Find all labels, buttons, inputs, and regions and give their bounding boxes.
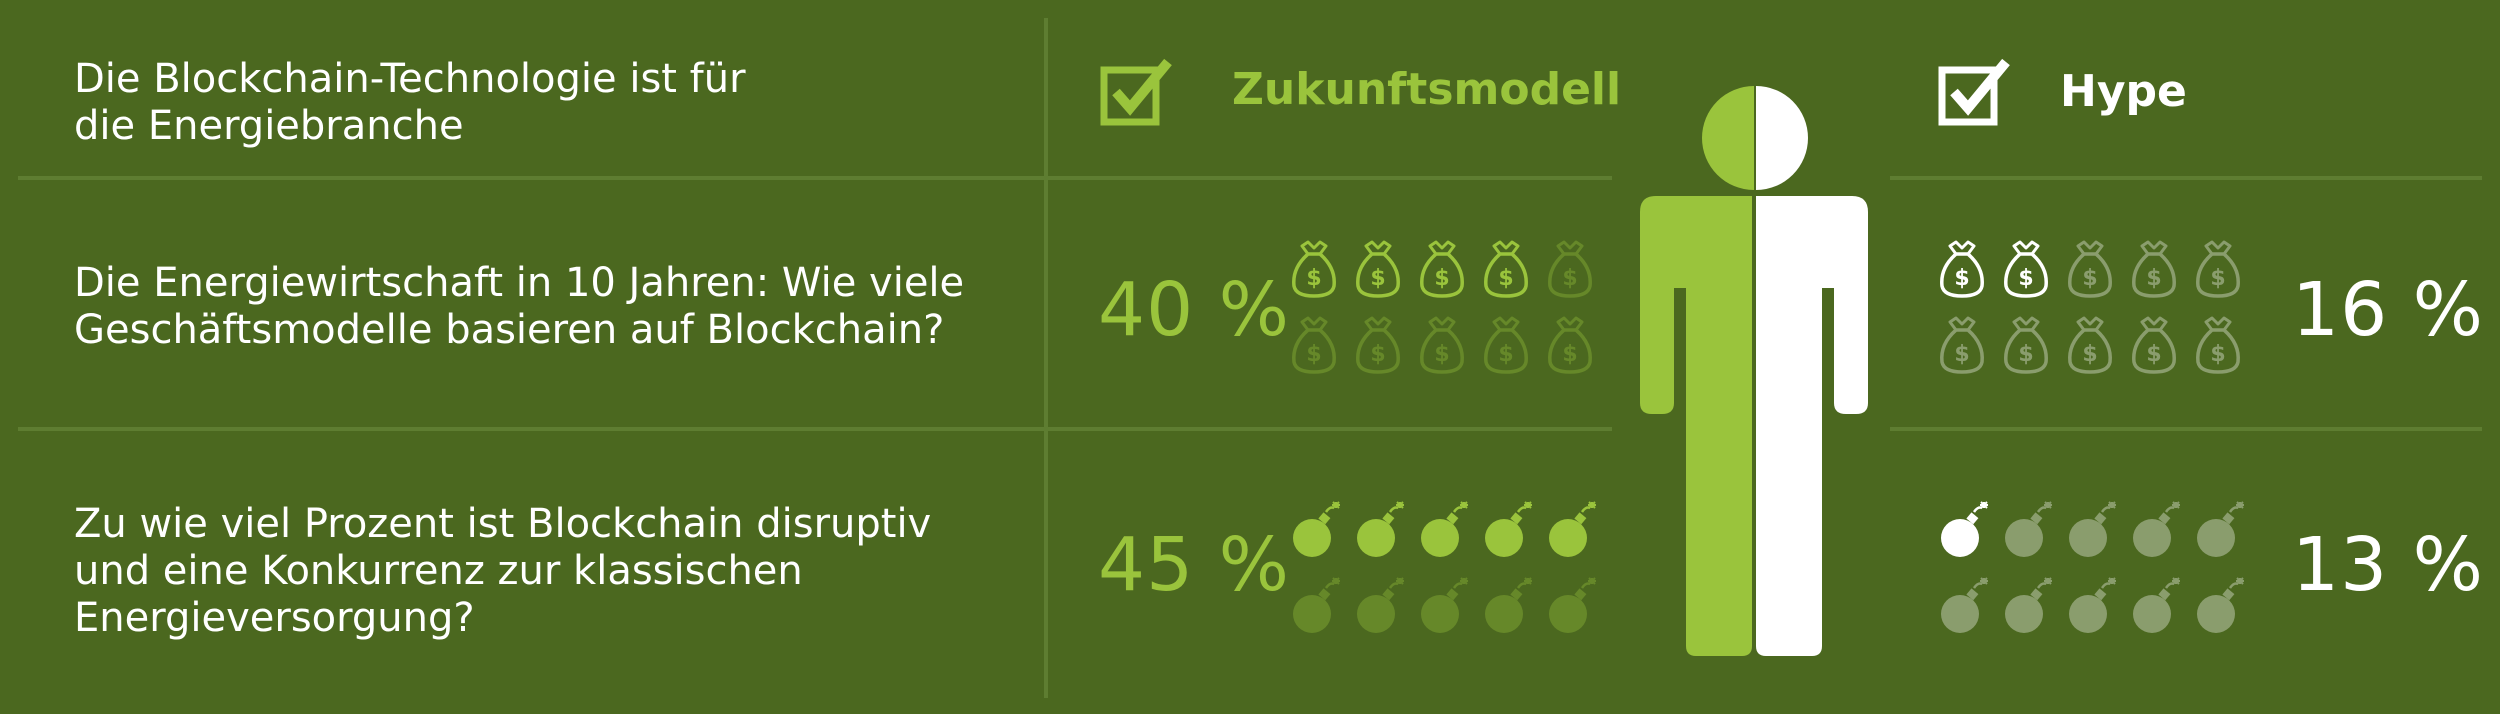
- svg-text:$: $: [2082, 342, 2097, 367]
- percent-zukunft-disruption: 45 %: [1098, 522, 1290, 608]
- bomb-grid-zukunft: [1293, 501, 1596, 633]
- header-zukunftsmodell: Zukunftsmodell: [1232, 64, 1622, 115]
- bomb-icon: [1293, 577, 1340, 633]
- money-bag-grid-zukunft: $ $ $ $ $ $ $ $ $ $: [1292, 240, 1592, 374]
- money-bag-icon: $: [1548, 316, 1592, 374]
- bomb-icon: [2133, 501, 2180, 557]
- money-bag-icon: $: [1356, 316, 1400, 374]
- checkbox-checked-icon: [1938, 58, 2010, 126]
- header-hype: Hype: [2060, 66, 2187, 117]
- bomb-icon: [2069, 577, 2116, 633]
- bomb-icon: [1485, 577, 1532, 633]
- svg-text:$: $: [1306, 266, 1321, 291]
- svg-text:$: $: [1954, 342, 1969, 367]
- svg-text:$: $: [2018, 266, 2033, 291]
- svg-text:$: $: [1498, 266, 1513, 291]
- percent-hype-business: 16 %: [2292, 267, 2484, 353]
- money-bag-icon: $: [2004, 240, 2048, 298]
- money-bag-icon: $: [2068, 240, 2112, 298]
- bomb-grid-hype: [1941, 501, 2244, 633]
- svg-text:$: $: [2146, 266, 2161, 291]
- svg-text:$: $: [2210, 342, 2225, 367]
- bomb-icon: [1293, 501, 1340, 557]
- money-bag-icon: $: [1420, 316, 1464, 374]
- svg-text:$: $: [2146, 342, 2161, 367]
- svg-text:$: $: [1370, 266, 1385, 291]
- person-icon: [1640, 86, 1868, 656]
- money-bag-icon: $: [1484, 316, 1528, 374]
- svg-text:$: $: [1306, 342, 1321, 367]
- svg-text:$: $: [1498, 342, 1513, 367]
- percent-hype-disruption: 13 %: [2292, 522, 2484, 608]
- svg-text:$: $: [1434, 266, 1449, 291]
- bomb-icon: [1941, 577, 1988, 633]
- bomb-icon: [2069, 501, 2116, 557]
- money-bag-icon: $: [2196, 316, 2240, 374]
- money-bag-icon: $: [1484, 240, 1528, 298]
- bomb-icon: [1357, 501, 1404, 557]
- bomb-icon: [1485, 501, 1532, 557]
- bomb-icon: [1549, 577, 1596, 633]
- money-bag-icon: $: [1292, 316, 1336, 374]
- bomb-icon: [2197, 501, 2244, 557]
- bomb-icon: [1357, 577, 1404, 633]
- money-bag-icon: $: [2196, 240, 2240, 298]
- svg-text:$: $: [2018, 342, 2033, 367]
- bomb-icon: [1549, 501, 1596, 557]
- money-bag-icon: $: [2004, 316, 2048, 374]
- money-bag-icon: $: [2068, 316, 2112, 374]
- row-divider-1-right: [1890, 176, 2482, 180]
- bomb-icon: [1941, 501, 1988, 557]
- checkbox-checked-icon: [1100, 58, 1172, 126]
- money-bag-icon: $: [1940, 316, 1984, 374]
- svg-text:$: $: [2082, 266, 2097, 291]
- money-bag-icon: $: [1356, 240, 1400, 298]
- money-bag-icon: $: [1940, 240, 1984, 298]
- percent-zukunft-business: 40 %: [1098, 267, 1290, 353]
- money-bag-icon: $: [1548, 240, 1592, 298]
- svg-text:$: $: [2210, 266, 2225, 291]
- money-bag-icon: $: [1420, 240, 1464, 298]
- money-bag-grid-hype: $ $ $ $ $ $ $ $ $ $: [1940, 240, 2240, 374]
- row-divider-1: [18, 176, 1612, 180]
- bomb-icon: [2005, 501, 2052, 557]
- svg-text:$: $: [1562, 342, 1577, 367]
- question-2: Die Energiewirtschaft in 10 Jahren: Wie …: [74, 260, 965, 353]
- row-divider-2: [18, 427, 1612, 431]
- bomb-icon: [2197, 577, 2244, 633]
- row-divider-2-right: [1890, 427, 2482, 431]
- svg-text:$: $: [1434, 342, 1449, 367]
- money-bag-icon: $: [2132, 240, 2176, 298]
- bomb-icon: [1421, 501, 1468, 557]
- bomb-icon: [2133, 577, 2180, 633]
- question-1: Die Blockchain-Technologie ist für die E…: [74, 56, 746, 149]
- svg-text:$: $: [1954, 266, 1969, 291]
- svg-text:$: $: [1370, 342, 1385, 367]
- money-bag-icon: $: [1292, 240, 1336, 298]
- question-3: Zu wie viel Prozent ist Blockchain disru…: [74, 501, 932, 641]
- bomb-icon: [2005, 577, 2052, 633]
- vertical-divider: [1044, 18, 1048, 698]
- money-bag-icon: $: [2132, 316, 2176, 374]
- svg-text:$: $: [1562, 266, 1577, 291]
- bomb-icon: [1421, 577, 1468, 633]
